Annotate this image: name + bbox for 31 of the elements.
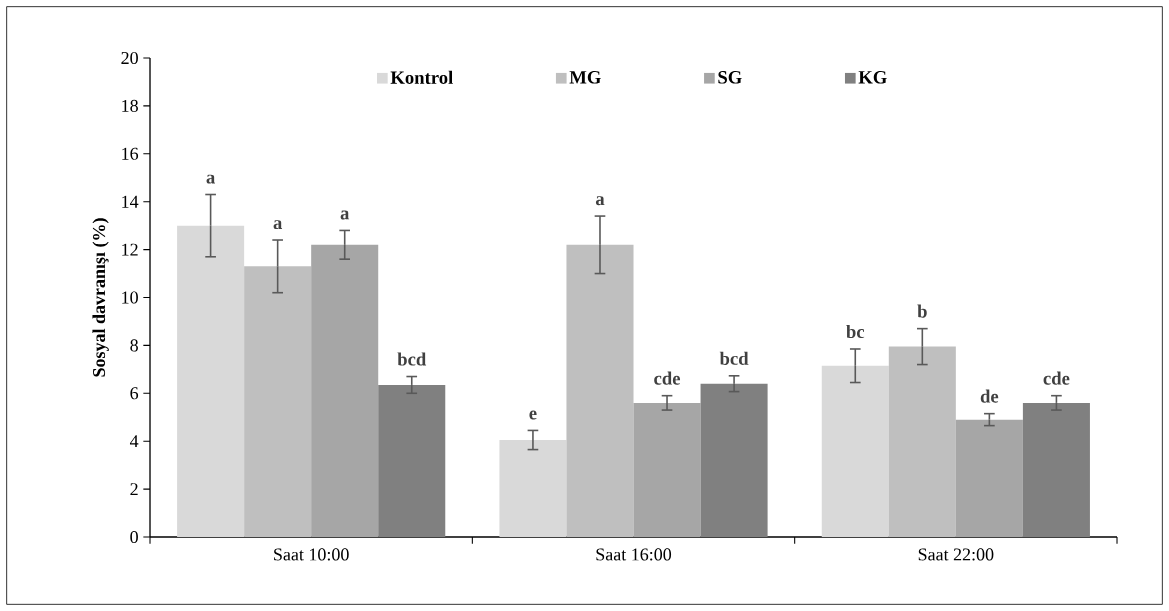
y-axis-title: Sosyal davranışı (%)	[92, 218, 109, 377]
data-label: cde	[654, 371, 681, 385]
legend-label: SG	[718, 71, 742, 84]
x-tick-label: Saat 22:00	[918, 548, 994, 561]
data-label: bcd	[397, 352, 427, 366]
x-tick-label: Saat 16:00	[596, 548, 672, 561]
y-tick-label: 8	[130, 339, 138, 352]
legend-label: MG	[569, 71, 601, 84]
data-label: b	[917, 304, 927, 318]
data-label: bcd	[719, 351, 749, 365]
y-tick-label: 0	[130, 530, 138, 544]
legend-label: KG	[858, 71, 887, 84]
data-label: cde	[1043, 371, 1070, 385]
y-tick-label: 2	[130, 483, 138, 496]
x-tick-label: Saat 10:00	[274, 548, 349, 561]
data-label: de	[980, 389, 999, 403]
data-label: a	[206, 174, 215, 184]
data-label: a	[595, 196, 605, 206]
y-tick-label: 4	[129, 435, 139, 448]
legend-label: Kontrol	[390, 70, 453, 84]
y-tick-label: 14	[122, 195, 139, 208]
y-tick-label: 16	[122, 147, 139, 160]
y-tick-label: 12	[122, 243, 138, 256]
y-tick-label: 18	[122, 99, 138, 112]
y-tick-label: 6	[130, 387, 139, 400]
data-label: bc	[846, 324, 865, 339]
y-tick-label: 10	[122, 291, 138, 304]
data-label: a	[273, 220, 283, 230]
data-label: a	[340, 210, 350, 220]
data-label: e	[529, 410, 537, 420]
y-tick-label: 20	[121, 51, 138, 65]
